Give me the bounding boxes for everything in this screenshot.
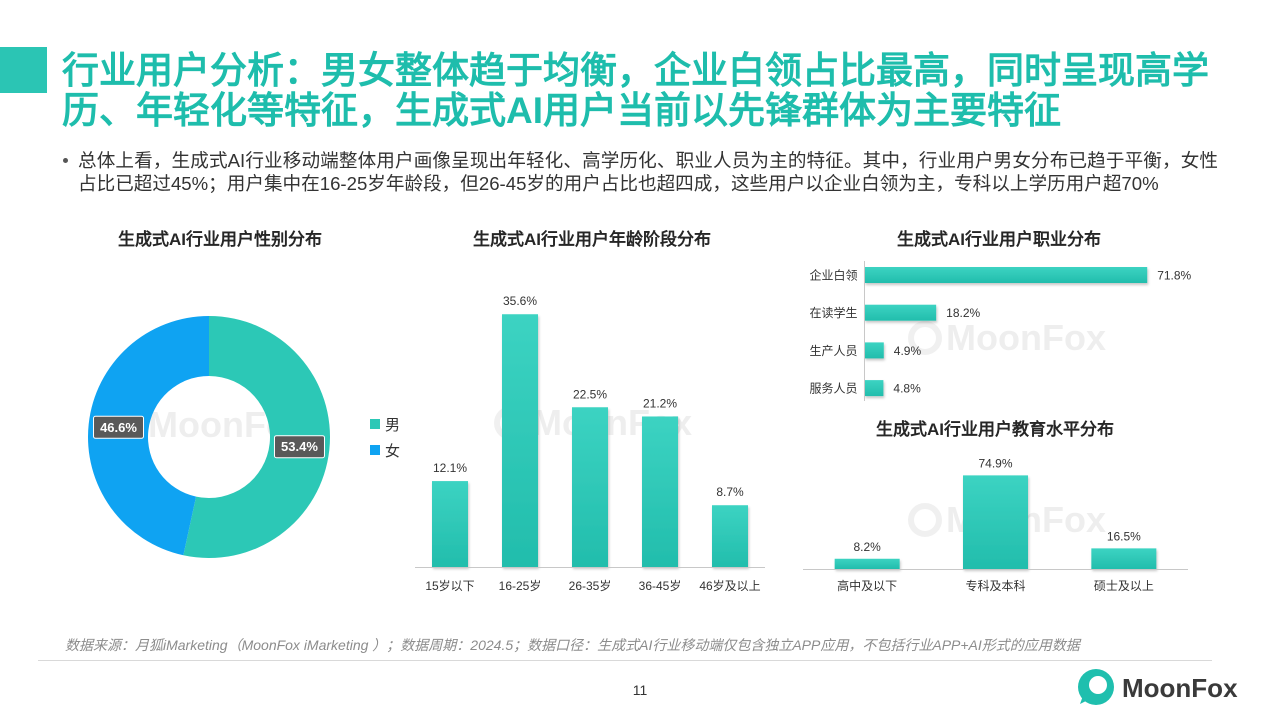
- data-label-box: [273, 435, 325, 459]
- bar: [712, 505, 748, 567]
- data-label: 46.6%: [100, 420, 137, 435]
- bar: [572, 407, 608, 567]
- data-label-box: [93, 415, 145, 439]
- legend-label: 男: [385, 416, 401, 434]
- summary-text: 总体上看，生成式AI行业移动端整体用户画像呈现出年轻化、高学历化、职业人员为主的…: [78, 150, 1218, 194]
- education-bar-chart: 8.2% 高中及以下 74.9% 专科及本科 16.5% 硕士及以上: [803, 456, 1188, 593]
- bar: [864, 342, 884, 359]
- bar-value-label: 71.8%: [1157, 269, 1191, 283]
- bar-value-label: 4.8%: [893, 382, 921, 396]
- bar-value-label: 12.1%: [433, 461, 467, 475]
- bar: [834, 558, 900, 569]
- category-label: 服务人员: [809, 381, 857, 396]
- bar-value-label: 8.2%: [853, 540, 881, 554]
- education-chart-title: 生成式AI行业用户教育水平分布: [876, 420, 1114, 439]
- bar-value-label: 4.9%: [894, 344, 922, 358]
- category-label: 生产人员: [809, 344, 857, 358]
- title-accent-bar: [0, 47, 47, 93]
- category-label: 高中及以下: [837, 578, 897, 593]
- age-bar-chart: 12.1% 15岁以下 35.6% 16-25岁 22.5% 26-35岁 21.2% 36-…: [415, 294, 765, 593]
- slide-title: 行业用户分析：男女整体趋于均衡，企业白领占比最高，同时呈现高学历、年轻化等特征，…: [62, 50, 1209, 131]
- category-label: 26-35岁: [569, 578, 612, 593]
- legend-item-male: 男: [370, 415, 401, 434]
- bar-value-label: 18.2%: [946, 306, 980, 320]
- bar-value-label: 16.5%: [1107, 529, 1141, 543]
- data-label: 53.4%: [281, 439, 318, 454]
- category-label: 硕士及以上: [1094, 579, 1154, 593]
- bar-value-label: 74.9%: [978, 456, 1012, 470]
- category-label: 16-25岁: [499, 578, 542, 593]
- bar: [963, 475, 1028, 569]
- bar-value-label: 8.7%: [716, 485, 744, 499]
- bar: [642, 416, 678, 567]
- legend-swatch: [370, 419, 380, 429]
- legend-item-female: 女: [370, 441, 401, 460]
- legend-swatch: [370, 445, 380, 455]
- donut-slice: [88, 316, 209, 556]
- moonfox-logo-icon: [1078, 669, 1114, 705]
- category-label: 在读学生: [809, 305, 857, 320]
- bar-value-label: 35.6%: [503, 294, 537, 308]
- legend-label: 女: [385, 442, 401, 460]
- bar: [864, 267, 1148, 283]
- age-chart-title: 生成式AI行业用户年龄阶段分布: [473, 230, 711, 249]
- page-number: 11: [632, 682, 648, 698]
- donut-slice: [183, 316, 331, 559]
- brand-logo: MoonFox: [1076, 668, 1238, 708]
- data-source-note: 数据来源：月狐iMarketing（MoonFox iMarketing ）；数…: [65, 637, 1080, 653]
- bar-value-label: 21.2%: [643, 396, 677, 410]
- logo-tail: [1080, 693, 1090, 704]
- category-label: 专科及本科: [965, 578, 1025, 593]
- occupation-chart-title: 生成式AI行业用户职业分布: [897, 230, 1101, 249]
- footer-divider: [38, 660, 1212, 661]
- bar: [432, 481, 468, 567]
- bar: [864, 380, 884, 397]
- occupation-bar-chart: 71.8% 企业白领 18.2% 在读学生 4.9% 生产人员 4.8% 服务人员: [809, 261, 1192, 401]
- category-label: 46岁及以上: [699, 578, 760, 593]
- logo-inner-circle: [1089, 676, 1107, 694]
- category-label: 15岁以下: [425, 578, 474, 593]
- bar-value-label: 22.5%: [573, 387, 607, 401]
- logo-text: MoonFox: [1122, 672, 1238, 703]
- bar: [502, 314, 538, 567]
- bar: [864, 304, 937, 321]
- bar: [1091, 548, 1157, 569]
- category-label: 企业白领: [809, 268, 857, 283]
- gender-donut-chart: 53.4% 46.6%: [88, 316, 331, 559]
- category-label: 36-45岁: [639, 578, 682, 593]
- gender-chart-title: 生成式AI行业用户性别分布: [118, 230, 322, 249]
- bullet-dot: [63, 158, 68, 163]
